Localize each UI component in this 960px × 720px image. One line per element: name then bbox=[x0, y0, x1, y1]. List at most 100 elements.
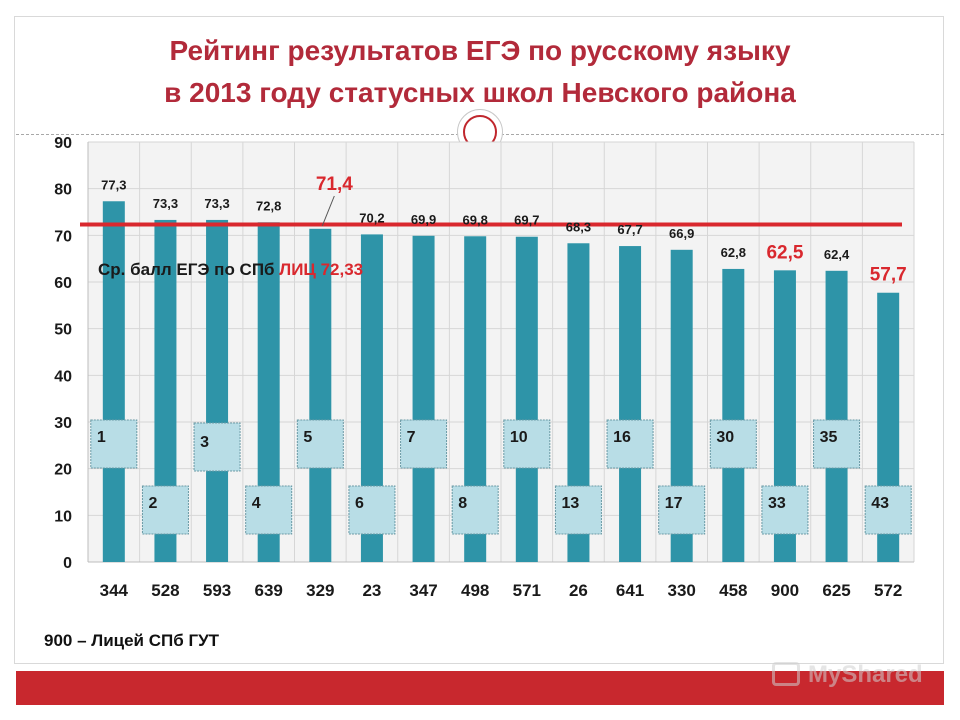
value-label: 73,3 bbox=[153, 196, 178, 211]
value-label: 72,8 bbox=[256, 198, 281, 213]
x-tick-label: 572 bbox=[874, 581, 902, 600]
rank-box bbox=[193, 422, 241, 472]
rank-label: 13 bbox=[561, 495, 579, 512]
label-leader-line bbox=[321, 195, 335, 226]
rank-label: 2 bbox=[148, 495, 157, 512]
rank-box bbox=[864, 485, 912, 535]
bar bbox=[206, 219, 229, 562]
footnote: 900 – Лицей СПб ГУТ bbox=[44, 631, 220, 650]
x-tick-label: 641 bbox=[616, 581, 644, 600]
bar bbox=[412, 235, 435, 563]
x-tick-label: 23 bbox=[362, 581, 381, 600]
title-line-1: Рейтинг результатов ЕГЭ по русскому язык… bbox=[169, 35, 791, 66]
x-tick-label: 329 bbox=[306, 581, 334, 600]
bar bbox=[464, 236, 487, 562]
y-tick-label: 0 bbox=[63, 555, 72, 572]
rank-box bbox=[400, 419, 448, 469]
y-tick-label: 20 bbox=[54, 462, 72, 479]
value-label: 69,9 bbox=[411, 212, 436, 227]
rank-box bbox=[90, 419, 138, 469]
bar bbox=[309, 228, 332, 563]
footer-bar bbox=[16, 671, 944, 705]
rank-label: 35 bbox=[820, 429, 838, 446]
bar bbox=[360, 234, 383, 562]
rank-box bbox=[503, 419, 551, 469]
rank-label: 33 bbox=[768, 495, 786, 512]
x-tick-label: 347 bbox=[409, 581, 437, 600]
rank-label: 16 bbox=[613, 429, 631, 446]
bar bbox=[670, 249, 693, 563]
rank-box bbox=[606, 419, 654, 469]
rank-label: 6 bbox=[355, 495, 364, 512]
rank-box bbox=[296, 419, 344, 469]
rank-label: 10 bbox=[510, 429, 528, 446]
bar bbox=[102, 201, 125, 562]
rank-box bbox=[348, 485, 396, 535]
x-tick-label: 571 bbox=[513, 581, 541, 600]
bar bbox=[825, 270, 848, 562]
rank-box bbox=[658, 485, 706, 535]
reference-label: Ср. балл ЕГЭ по СПб ЛИЦ 72,33 bbox=[98, 260, 363, 279]
value-label: 69,7 bbox=[514, 213, 539, 228]
y-tick-label: 10 bbox=[54, 508, 72, 525]
rank-box bbox=[141, 485, 189, 535]
x-tick-label: 458 bbox=[719, 581, 747, 600]
y-tick-label: 40 bbox=[54, 368, 72, 385]
rank-box bbox=[813, 419, 861, 469]
x-tick-label: 498 bbox=[461, 581, 489, 600]
value-label: 70,2 bbox=[359, 210, 384, 225]
reference-label-prefix: Ср. балл ЕГЭ по СПб bbox=[98, 260, 279, 279]
page-title: Рейтинг результатов ЕГЭ по русскому язык… bbox=[0, 30, 960, 114]
bar bbox=[722, 268, 745, 562]
rank-label: 30 bbox=[716, 429, 734, 446]
watermark-text: MyShared bbox=[808, 661, 923, 688]
value-label: 62,8 bbox=[721, 245, 746, 260]
value-label: 68,3 bbox=[566, 219, 591, 234]
slide-frame bbox=[14, 16, 944, 664]
value-label: 57,7 bbox=[870, 265, 907, 286]
bar bbox=[619, 246, 642, 563]
y-tick-label: 50 bbox=[54, 322, 72, 339]
value-label: 62,5 bbox=[766, 242, 803, 263]
x-tick-label: 26 bbox=[569, 581, 588, 600]
value-label: 73,3 bbox=[204, 196, 229, 211]
value-label: 71,4 bbox=[316, 174, 353, 195]
value-label: 77,3 bbox=[101, 177, 126, 192]
rank-label: 3 bbox=[200, 434, 209, 451]
rank-label: 17 bbox=[665, 495, 683, 512]
y-tick-label: 60 bbox=[54, 275, 72, 292]
reference-label-highlight: ЛИЦ bbox=[279, 260, 320, 279]
value-label: 69,8 bbox=[463, 212, 488, 227]
rank-label: 7 bbox=[407, 429, 416, 446]
x-tick-label: 528 bbox=[151, 581, 179, 600]
x-tick-label: 344 bbox=[100, 581, 129, 600]
watermark: MyShared bbox=[770, 658, 930, 694]
title-line-2: в 2013 году статусных школ Невского райо… bbox=[164, 77, 796, 108]
x-tick-label: 639 bbox=[255, 581, 283, 600]
rank-box bbox=[451, 485, 499, 535]
rank-label: 1 bbox=[97, 429, 106, 446]
rank-box bbox=[709, 419, 757, 469]
bar bbox=[154, 219, 177, 562]
value-label: 66,9 bbox=[669, 226, 694, 241]
bar bbox=[567, 243, 590, 562]
x-tick-label: 900 bbox=[771, 581, 799, 600]
value-label: 67,7 bbox=[617, 222, 642, 237]
watermark-logo-icon bbox=[772, 662, 800, 686]
y-tick-label: 90 bbox=[54, 135, 72, 152]
rank-box bbox=[554, 485, 602, 535]
rank-label: 4 bbox=[252, 495, 261, 512]
bar bbox=[515, 236, 538, 562]
rank-label: 5 bbox=[303, 429, 312, 446]
bar bbox=[257, 222, 280, 562]
rank-box bbox=[245, 485, 293, 535]
x-tick-label: 330 bbox=[668, 581, 696, 600]
x-tick-label: 625 bbox=[822, 581, 850, 600]
y-tick-label: 30 bbox=[54, 415, 72, 432]
y-tick-label: 70 bbox=[54, 228, 72, 245]
reference-label-value: 72,33 bbox=[321, 260, 364, 279]
value-label: 62,4 bbox=[824, 247, 850, 262]
rank-label: 8 bbox=[458, 495, 467, 512]
x-tick-label: 593 bbox=[203, 581, 231, 600]
